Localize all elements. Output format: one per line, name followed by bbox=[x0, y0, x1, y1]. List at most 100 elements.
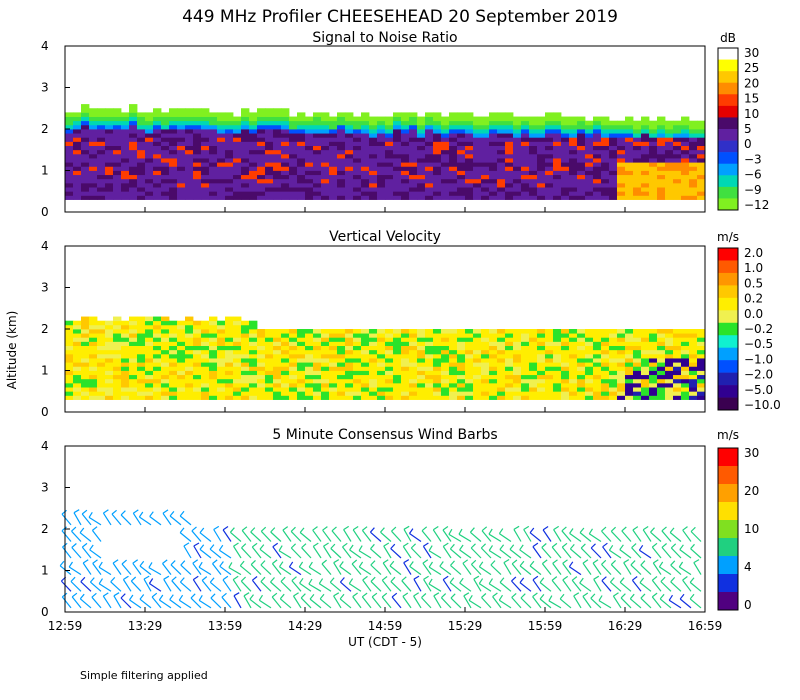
wind-barb-flag bbox=[190, 593, 196, 599]
vv-cell bbox=[209, 362, 218, 367]
snr-cell bbox=[225, 145, 234, 151]
snr-cell bbox=[585, 182, 594, 188]
legend-label: 20 bbox=[744, 76, 759, 90]
legend-label: 0.2 bbox=[744, 292, 763, 306]
vv-cell bbox=[433, 382, 442, 388]
snr-cell bbox=[377, 124, 386, 130]
snr-cell bbox=[137, 116, 146, 122]
wind-barb bbox=[492, 596, 502, 609]
snr-cell bbox=[193, 149, 202, 155]
wind-barb-flag bbox=[450, 593, 456, 599]
vv-cell bbox=[337, 329, 346, 334]
vv-cell bbox=[561, 337, 570, 342]
wind-barb-flag bbox=[250, 559, 256, 566]
snr-cell bbox=[369, 124, 378, 130]
snr-cell bbox=[393, 195, 402, 200]
snr-cell bbox=[513, 141, 522, 146]
snr-cell bbox=[505, 133, 514, 138]
snr-cell bbox=[273, 195, 282, 200]
wind-barb-flag bbox=[529, 527, 535, 534]
wind-barb-flag bbox=[488, 578, 494, 585]
snr-cell bbox=[65, 120, 74, 126]
vv-cell bbox=[153, 337, 162, 342]
vv-cell bbox=[393, 374, 402, 380]
vv-cell bbox=[145, 378, 154, 384]
snr-cell bbox=[81, 170, 90, 176]
snr-cell bbox=[473, 141, 482, 146]
snr-cell bbox=[513, 178, 522, 184]
vv-cell bbox=[449, 387, 458, 392]
snr-cell bbox=[273, 133, 282, 138]
vv-cell bbox=[497, 349, 506, 355]
wind-barb-flag bbox=[212, 559, 218, 565]
wind-barb-flag bbox=[299, 577, 304, 584]
snr-cell bbox=[241, 153, 250, 159]
vv-cell bbox=[129, 320, 138, 326]
snr-cell bbox=[441, 129, 450, 134]
wind-barb bbox=[60, 580, 72, 592]
vv-cell bbox=[329, 387, 338, 392]
vv-cell bbox=[409, 374, 418, 380]
snr-cell bbox=[585, 145, 594, 151]
snr-cell bbox=[609, 145, 618, 151]
vv-cell bbox=[665, 387, 674, 392]
snr-cell bbox=[193, 187, 202, 192]
snr-cell bbox=[513, 191, 522, 196]
wind-barb-flag bbox=[561, 542, 568, 548]
vv-cell bbox=[585, 333, 594, 338]
snr-cell bbox=[385, 124, 394, 130]
snr-cell bbox=[537, 174, 546, 180]
snr-cell bbox=[633, 153, 642, 159]
snr-cell bbox=[649, 158, 658, 163]
vv-cell bbox=[553, 345, 562, 351]
vv-cell bbox=[353, 337, 362, 342]
vv-cell bbox=[561, 329, 570, 334]
snr-cell bbox=[593, 166, 602, 171]
vv-cell bbox=[169, 329, 178, 334]
snr-cell bbox=[169, 108, 178, 113]
snr-cell bbox=[657, 141, 666, 146]
wind-barb-flag bbox=[179, 577, 185, 583]
vv-cell bbox=[673, 362, 682, 367]
snr-cell bbox=[529, 195, 538, 200]
vv-cell bbox=[617, 370, 626, 376]
snr-cell bbox=[153, 158, 162, 163]
snr-cell bbox=[569, 195, 578, 200]
snr-cell bbox=[209, 149, 218, 155]
vv-cell bbox=[545, 366, 554, 371]
snr-cell bbox=[241, 112, 250, 117]
snr-cell bbox=[401, 116, 410, 122]
wind-barb bbox=[640, 564, 652, 576]
legend-frame bbox=[717, 47, 739, 211]
snr-cell bbox=[121, 137, 130, 142]
wind-barb-flag bbox=[309, 594, 315, 600]
snr-cell bbox=[569, 137, 578, 142]
wind-barb-flag bbox=[571, 576, 578, 581]
vv-cell bbox=[65, 362, 74, 367]
vv-cell bbox=[377, 374, 386, 380]
vv-cell bbox=[169, 370, 178, 376]
snr-cell bbox=[81, 158, 90, 163]
snr-cell bbox=[529, 162, 538, 167]
vv-cell bbox=[249, 329, 258, 334]
snr-cell bbox=[361, 153, 370, 159]
snr-cell bbox=[497, 166, 506, 171]
snr-cell bbox=[201, 120, 210, 126]
snr-cell bbox=[209, 158, 218, 163]
vv-cell bbox=[561, 395, 570, 400]
vv-cell bbox=[457, 382, 466, 388]
vv-cell bbox=[297, 395, 306, 400]
wind-barb bbox=[329, 581, 342, 592]
snr-cell bbox=[385, 191, 394, 196]
snr-cell bbox=[465, 174, 474, 180]
vv-cell bbox=[345, 395, 354, 400]
vv-cell bbox=[329, 370, 338, 376]
snr-cell bbox=[97, 170, 106, 176]
wind-barb-flag bbox=[80, 576, 86, 583]
vv-cell bbox=[185, 395, 194, 400]
snr-cell bbox=[593, 182, 602, 188]
vv-cell bbox=[505, 395, 514, 400]
snr-cell bbox=[305, 129, 314, 134]
vv-cell bbox=[153, 395, 162, 400]
vv-cell bbox=[169, 395, 178, 400]
